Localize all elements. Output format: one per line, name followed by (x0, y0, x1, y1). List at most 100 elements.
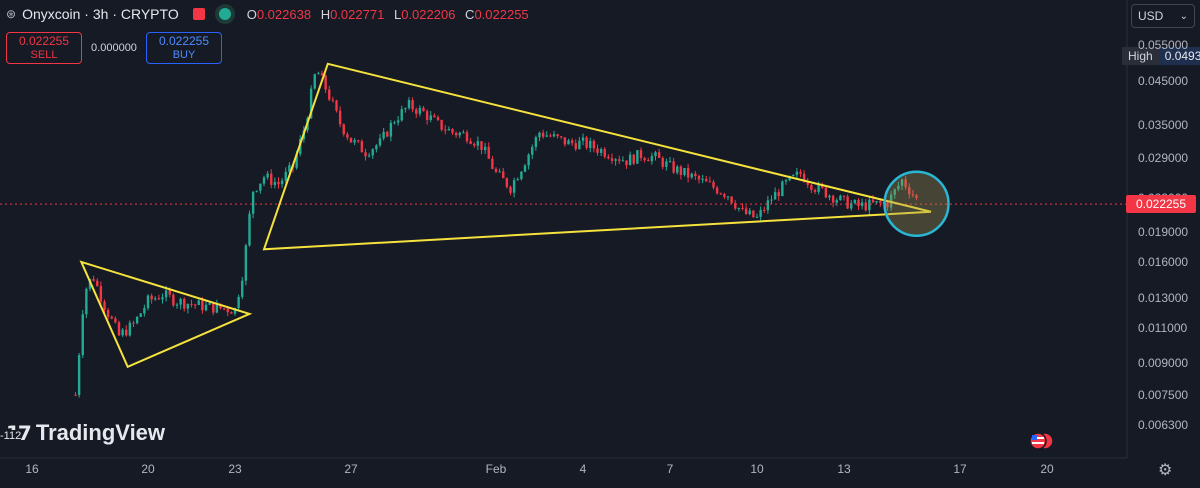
candle-body (255, 190, 258, 192)
candle-body (186, 303, 190, 309)
candle-body (317, 73, 320, 75)
candle-body (839, 195, 842, 201)
candle-body (259, 183, 262, 191)
candle-body (320, 73, 324, 76)
candle-body (190, 303, 193, 305)
candle-body (422, 107, 425, 112)
buy-button[interactable]: 0.022255 BUY (146, 32, 222, 64)
candle-body (324, 75, 327, 90)
candle-body (614, 159, 617, 161)
candle-body (632, 154, 635, 164)
price-axis-tick: 0.055000 (1138, 38, 1189, 53)
close-value: 0.022255 (474, 6, 529, 22)
open-label: O (246, 6, 257, 22)
candle-body (476, 141, 480, 146)
candle-body (433, 115, 436, 118)
candle-body (262, 177, 266, 184)
candle-body (230, 312, 233, 314)
candle-body (346, 134, 349, 138)
candle-body (309, 88, 313, 119)
candle-body (498, 171, 501, 173)
candle-body (222, 308, 226, 310)
candle-body (850, 203, 853, 209)
candle-body (331, 99, 335, 101)
candle-body (509, 186, 512, 193)
candle-body (712, 181, 715, 188)
candle-body (908, 187, 911, 195)
candle-body (92, 279, 95, 281)
candle-body (458, 132, 461, 136)
candle-body (233, 308, 237, 314)
candle-body (357, 140, 360, 142)
price-axis-tick: 0.016000 (1138, 254, 1189, 269)
candle-body (364, 152, 367, 157)
candle-body (150, 295, 153, 300)
candle-body (868, 199, 871, 211)
candle-body (817, 184, 820, 192)
time-axis-tick: 20 (141, 462, 155, 476)
candle-body (161, 297, 164, 300)
currency-select[interactable]: USD ⌄ (1131, 4, 1195, 28)
candle-body (193, 304, 197, 306)
high-label: H (320, 6, 331, 22)
market-status-icon[interactable] (218, 8, 231, 20)
high-price-label: High 0.049343 (1122, 47, 1200, 65)
settings-gear-icon[interactable]: ⚙ (1158, 462, 1173, 479)
candle-body (748, 210, 751, 215)
time-axis-tick: Feb (485, 462, 507, 476)
candle-body (806, 181, 809, 185)
candle-body (197, 300, 200, 305)
candle-body (705, 178, 708, 182)
price-axis-tick: 0.029000 (1138, 150, 1189, 165)
candle-body (679, 166, 683, 175)
candle-body (139, 313, 142, 317)
candle-body (502, 171, 505, 179)
candle-body (81, 314, 84, 356)
candle-body (418, 107, 422, 114)
candle-body (628, 154, 632, 166)
candle-body (313, 74, 316, 89)
candle-body (567, 140, 570, 145)
symbol-title[interactable]: Onyxcoin · 3h · CRYPTO (22, 6, 179, 22)
candle-body (469, 141, 472, 144)
candle-body (244, 245, 248, 281)
trade-panel: 0.022255 SELL 0.000000 0.022255 BUY (6, 32, 222, 64)
candle-body (349, 137, 353, 143)
price-axis-tick: 0.035000 (1138, 117, 1189, 132)
candle-body (574, 143, 577, 150)
triangle-pattern-drawing[interactable] (79, 260, 253, 369)
pattern-annotations[interactable] (79, 62, 950, 369)
candle-body (668, 161, 672, 163)
sell-button[interactable]: 0.022255 SELL (6, 32, 82, 64)
breakout-highlight-circle[interactable] (883, 170, 950, 237)
candle-body (694, 173, 697, 177)
candle-body (99, 286, 103, 302)
price-axis-tick: 0.013000 (1138, 291, 1189, 306)
candle-body (237, 296, 240, 309)
candle-body (204, 304, 208, 311)
candle-body (726, 196, 730, 198)
candle-body (473, 143, 476, 146)
triangle-pattern-drawing[interactable] (262, 62, 932, 251)
candle-body (338, 110, 342, 125)
candle-body (172, 294, 175, 306)
candle-body (578, 140, 581, 150)
alert-flag-icon[interactable] (192, 8, 205, 20)
candle-body (212, 303, 215, 313)
candle-body (570, 140, 574, 144)
candle-body (654, 152, 657, 157)
candle-body (911, 194, 915, 196)
candle-body (828, 195, 831, 198)
candle-body (650, 156, 654, 162)
candle-body (288, 165, 291, 172)
candle-body (404, 108, 407, 110)
time-axis-tick: 4 (579, 462, 587, 476)
candle-body (378, 138, 382, 146)
candle-body (444, 129, 447, 131)
tradingview-logo[interactable]: 𝟭𝟳 TradingView (6, 420, 165, 446)
candle-body (280, 180, 284, 185)
us-flag-events-icon[interactable] (1028, 432, 1054, 450)
candles (74, 70, 918, 398)
candle-body (415, 109, 418, 114)
